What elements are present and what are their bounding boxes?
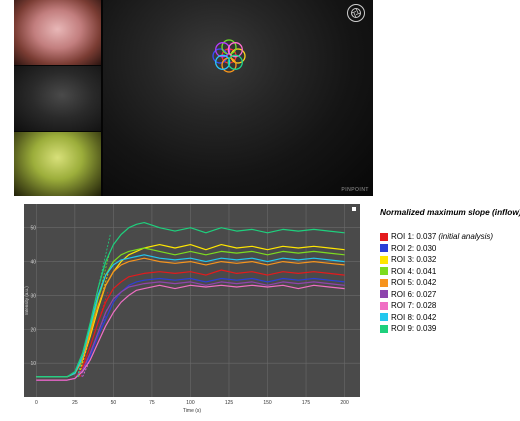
- legend-swatch: [380, 301, 388, 310]
- series-line-roi-7: [36, 284, 345, 381]
- legend-item: ROI 2: 0.030: [380, 243, 520, 255]
- legend-label: ROI 8: 0.042: [391, 312, 437, 322]
- slope-legend: Normalized maximum slope (inflow) ROI 1:…: [380, 207, 520, 335]
- legend-note: (initial analysis): [438, 232, 494, 242]
- legend-item: ROI 4: 0.041: [380, 266, 520, 278]
- x-tick-label: 125: [225, 400, 234, 406]
- white-light-thumbnail[interactable]: [14, 0, 101, 65]
- x-tick-label: 0: [35, 400, 38, 406]
- y-tick-label: 20: [30, 327, 36, 333]
- legend-swatch: [380, 313, 388, 322]
- roi-circle-1[interactable]: [221, 48, 237, 64]
- camera-aperture-icon[interactable]: [347, 4, 365, 22]
- main-fluorescence-view: PINPOINT: [103, 0, 373, 196]
- legend-label: ROI 9: 0.039: [391, 324, 437, 334]
- roi-circle-7[interactable]: [227, 42, 243, 58]
- legend-swatch: [380, 278, 388, 287]
- intensity-chart: 0 25 50 75 100 125 150 175 200 10 20 30 40 50 Time (s)…: [14, 200, 371, 414]
- legend-label: ROI 3: 0.032: [391, 255, 437, 265]
- roi-circle-9[interactable]: [227, 54, 243, 70]
- x-tick-label: 50: [111, 400, 117, 406]
- legend-item: ROI 6: 0.027: [380, 289, 520, 301]
- roi-circle-6[interactable]: [215, 42, 231, 58]
- legend-swatch: [380, 232, 388, 241]
- y-tick-label: 30: [30, 293, 36, 299]
- slope-tangent-roi-6: [80, 308, 108, 377]
- roi-overlay: [212, 39, 246, 73]
- x-tick-label: 200: [340, 400, 349, 406]
- series-line-roi-6: [36, 281, 345, 381]
- chart-svg: 0 25 50 75 100 125 150 175 200 10 20 30 40 50 Time (s)…: [24, 204, 360, 414]
- legend-label: ROI 5: 0.042: [391, 278, 437, 288]
- roi-circle-8[interactable]: [215, 54, 231, 70]
- legend-label: ROI 7: 0.028: [391, 301, 437, 311]
- legend-label: ROI 4: 0.041: [391, 266, 437, 276]
- slope-tangent-roi-1: [79, 291, 109, 377]
- legend-swatch: [380, 290, 388, 299]
- slope-tangent-roi-7: [82, 325, 107, 377]
- legend-swatch: [380, 267, 388, 276]
- y-tick-label: 10: [30, 361, 36, 367]
- series-line-roi-1: [36, 269, 345, 381]
- legend-swatch: [380, 255, 388, 264]
- brand-text: PINPOINT: [341, 187, 369, 193]
- overlay-thumbnail[interactable]: [14, 132, 101, 196]
- x-tick-label: 75: [149, 400, 155, 406]
- plot-corner-marker: [352, 207, 356, 211]
- legend-item: ROI 5: 0.042: [380, 277, 520, 289]
- legend-item: ROI 9: 0.039: [380, 323, 520, 335]
- y-axis-label: Intensity (a.u.): [24, 286, 29, 315]
- legend-item: ROI 1: 0.037 (initial analysis): [380, 231, 520, 243]
- y-tick-label: 50: [30, 226, 36, 232]
- legend-item: ROI 3: 0.032: [380, 254, 520, 266]
- plot-area: [24, 204, 360, 397]
- x-axis-label: Time (s): [183, 408, 201, 414]
- nir-thumbnail[interactable]: [14, 66, 101, 131]
- video-viewer: PINPOINT: [14, 0, 373, 196]
- legend-label: ROI 6: 0.027: [391, 289, 437, 299]
- x-tick-label: 150: [263, 400, 272, 406]
- legend-swatch: [380, 244, 388, 253]
- series-line-roi-9: [36, 222, 345, 378]
- x-tick-label: 25: [72, 400, 78, 406]
- legend-label: ROI 2: 0.030: [391, 243, 437, 253]
- x-tick-label: 175: [302, 400, 311, 406]
- legend-swatch: [380, 324, 388, 333]
- legend-item: ROI 8: 0.042: [380, 312, 520, 324]
- x-tick-label: 100: [186, 400, 195, 406]
- y-tick-label: 40: [30, 260, 36, 266]
- legend-title: Normalized maximum slope (inflow): [380, 207, 520, 217]
- legend-item: ROI 7: 0.028: [380, 300, 520, 312]
- slope-tangent-roi-3: [78, 268, 110, 377]
- legend-label: ROI 1: 0.037: [391, 232, 437, 242]
- legend-items: ROI 1: 0.037 (initial analysis) ROI 2: 0.0…: [380, 231, 520, 335]
